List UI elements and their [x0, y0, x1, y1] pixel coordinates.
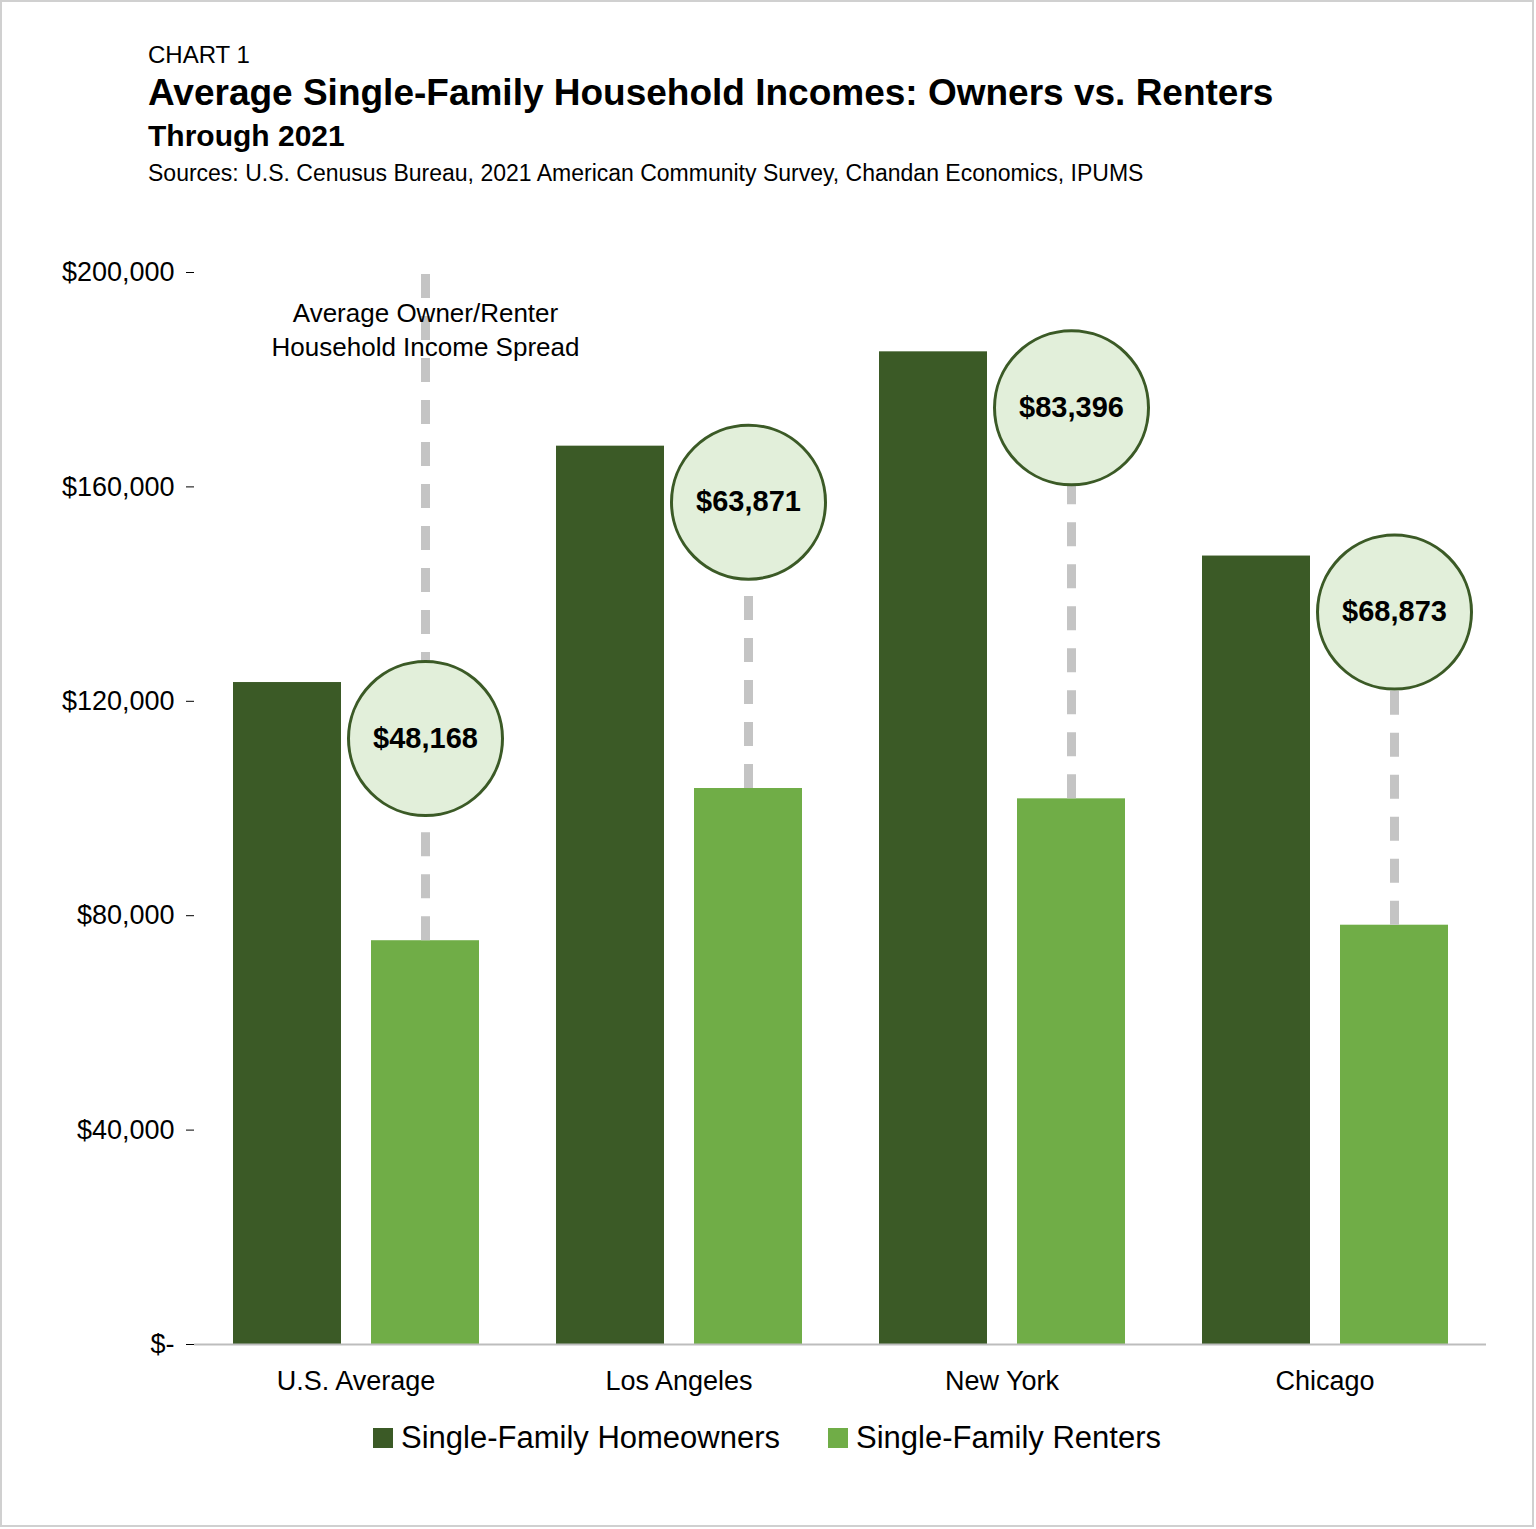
html-text:Single-Family Renters: Single-Family Renters — [856, 1420, 1161, 1455]
svg-text:$48,168: $48,168 — [373, 722, 478, 754]
svg-text:$80,000: $80,000 — [77, 900, 175, 930]
svg-text:$40,000: $40,000 — [77, 1115, 175, 1145]
html-text:Single-Family Homeowners: Single-Family Homeowners — [401, 1420, 780, 1455]
html-text:Average Single-Family Househol: Average Single-Family Household Incomes:… — [148, 72, 1274, 113]
svg-text:U.S. Average: U.S. Average — [277, 1366, 436, 1396]
svg-text:$83,396: $83,396 — [1019, 391, 1124, 423]
svg-text:Los Angeles: Los Angeles — [605, 1366, 752, 1396]
svg-text:$120,000: $120,000 — [62, 686, 175, 716]
svg-text:$63,871: $63,871 — [696, 485, 801, 517]
svg-text:$200,000: $200,000 — [62, 257, 175, 287]
svg-text:$160,000: $160,000 — [62, 472, 175, 502]
svg-text:Chicago: Chicago — [1275, 1366, 1374, 1396]
svg-text:New York: New York — [945, 1366, 1060, 1396]
svg-text:Average Owner/RenterHousehold: Average Owner/RenterHousehold Income Spr… — [272, 298, 580, 362]
html-text:Through 2021: Through 2021 — [148, 119, 345, 152]
html-text:CHART 1: CHART 1 — [148, 41, 250, 68]
svg-text:$68,873: $68,873 — [1342, 595, 1447, 627]
svg-text:$-: $- — [150, 1329, 174, 1359]
html-text:Sources: U.S. Cenusus Bureau,: Sources: U.S. Cenusus Bureau, 2021 Ameri… — [148, 160, 1144, 186]
